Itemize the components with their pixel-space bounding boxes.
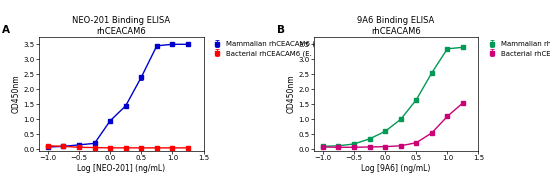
Y-axis label: OD450nm: OD450nm [12,75,20,113]
X-axis label: Log [NEO-201] (ng/mL): Log [NEO-201] (ng/mL) [77,164,165,173]
Title: 9A6 Binding ELISA
rhCEACAM6: 9A6 Binding ELISA rhCEACAM6 [358,16,434,36]
Text: A: A [2,25,10,35]
Y-axis label: OD450nm: OD450nm [287,75,295,113]
Legend: Mammalian rhCEACAM6 (HEK293T), Bacterial rhCEACAM6 (E. coli): Mammalian rhCEACAM6 (HEK293T), Bacterial… [485,40,550,57]
X-axis label: Log [9A6] (ng/mL): Log [9A6] (ng/mL) [361,164,431,173]
Title: NEO-201 Binding ELISA
rhCEACAM6: NEO-201 Binding ELISA rhCEACAM6 [72,16,170,36]
Legend: Mammalian rhCEACAM6 (HEK293T), Bacterial rhCEACAM6 (E. coli): Mammalian rhCEACAM6 (HEK293T), Bacterial… [210,40,350,57]
Text: B: B [277,25,285,35]
